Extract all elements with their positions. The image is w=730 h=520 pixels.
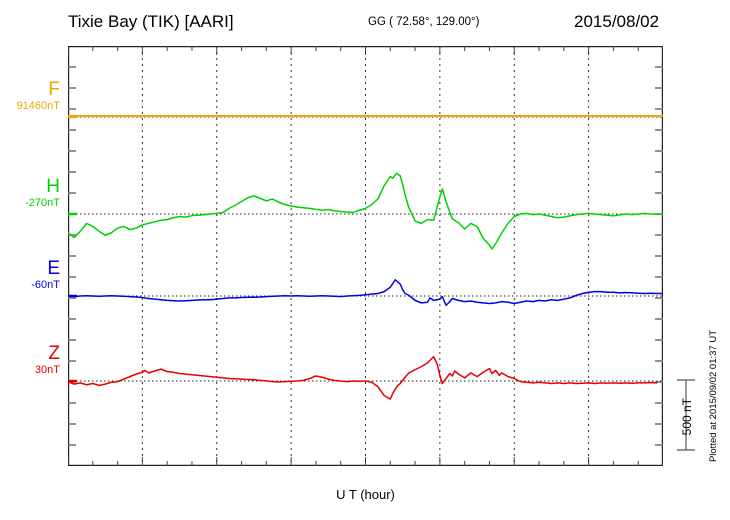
component-baseline-h: -270nT xyxy=(25,197,60,209)
component-label-f: F xyxy=(48,79,60,100)
magnetogram-plot: 03691215182124 xyxy=(68,46,663,466)
plot-svg: 03691215182124 xyxy=(68,46,663,466)
component-baseline-e: -60nT xyxy=(31,279,60,291)
component-label-e: E xyxy=(47,258,60,279)
trace-z xyxy=(68,355,658,400)
plotted-at-timestamp: Plotted at 2015/09/02 01:37 UT xyxy=(708,330,719,463)
page-title: Tixie Bay (TIK) [AARI] xyxy=(68,12,234,31)
scale-bar-label: 500 nT xyxy=(680,398,694,436)
scale-bar-icon xyxy=(677,379,695,451)
trace-e xyxy=(68,279,663,307)
component-baseline-z: 30nT xyxy=(34,364,60,376)
trace-h xyxy=(68,172,663,250)
geographic-coordinates: GG ( 72.58°, 129.00°) xyxy=(368,16,480,28)
x-axis-title: U T (hour) xyxy=(336,487,395,502)
component-label-h: H xyxy=(46,176,60,197)
component-baseline-f: 91460nT xyxy=(16,100,60,112)
observation-date: 2015/08/02 xyxy=(574,12,660,31)
component-label-z: Z xyxy=(48,343,60,364)
